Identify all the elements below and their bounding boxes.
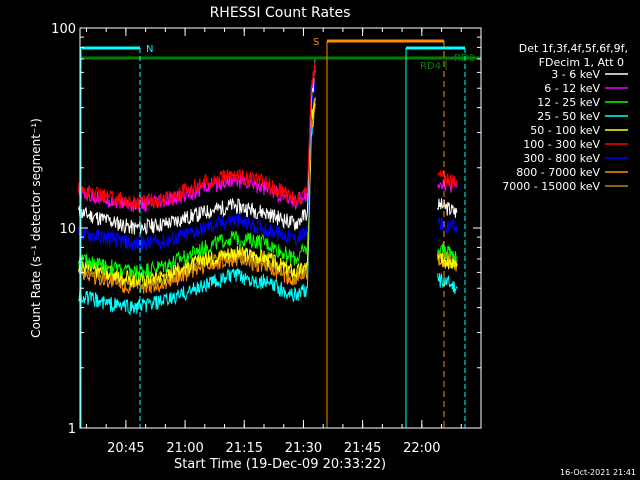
legend-entry-label: 25 - 50 keV [537,110,600,123]
x-tick-label: 21:00 [166,441,203,456]
legend-entry-label: 12 - 25 keV [537,96,600,109]
x-tick-label: 21:15 [226,441,263,456]
series-line [437,170,458,188]
timestamp-text: 16-Oct-2021 21:41 [560,468,636,477]
legend-entry-label: 6 - 12 keV [544,82,600,95]
annotation-label: N [146,44,153,55]
legend-entry-label: 100 - 300 keV [523,138,600,151]
legend-header-line-1: Det 1f,3f,4f,5f,6f,9f, [519,42,628,55]
chart-title: RHESSI Count Rates [210,5,351,21]
series-line [78,58,316,280]
series-line [78,70,316,236]
y-tick-label: 1 [68,422,76,437]
legend-header-line-2: FDecim 1, Att 0 [539,56,624,69]
x-tick-label: 21:45 [344,441,381,456]
annotation-label: RD4 [420,61,441,72]
series-line [437,241,458,263]
series-line [78,104,316,315]
legend-entry-label: 50 - 100 keV [530,124,600,137]
x-axis: 20:45 21:00 21:15 21:30 21:45 22:00 [85,28,462,456]
series-line [437,252,458,270]
legend-entry-label: 800 - 7000 keV [516,166,600,179]
y-axis-label: Count Rate (s⁻¹ detector segment⁻¹) [29,118,43,338]
series-line [78,97,316,288]
legend: Det 1f,3f,4f,5f,6f,9f, FDecim 1, Att 0 3… [502,42,628,193]
annotation-label: S [313,37,319,48]
series-line [78,61,316,210]
y-tick-label: 100 [51,22,76,37]
series-line [437,217,458,234]
x-tick-label: 21:30 [285,441,322,456]
legend-entry-label: 7000 - 15000 keV [502,180,600,193]
series-layer [78,58,458,315]
legend-entry-label: 3 - 6 keV [551,68,600,81]
series-line [437,198,458,218]
annotation-label: RD0 [454,53,475,64]
x-axis-label: Start Time (19-Dec-09 20:33:22) [174,457,386,472]
y-tick-label: 10 [59,222,76,237]
x-tick-label: 22:00 [403,441,440,456]
overlay-layer: N S RD4 RD0 [80,37,481,428]
legend-entry-label: 300 - 800 keV [523,152,600,165]
series-line [437,273,458,295]
y-axis: 1 10 100 [51,22,481,437]
x-tick-label: 20:45 [107,441,144,456]
series-line [78,79,316,252]
